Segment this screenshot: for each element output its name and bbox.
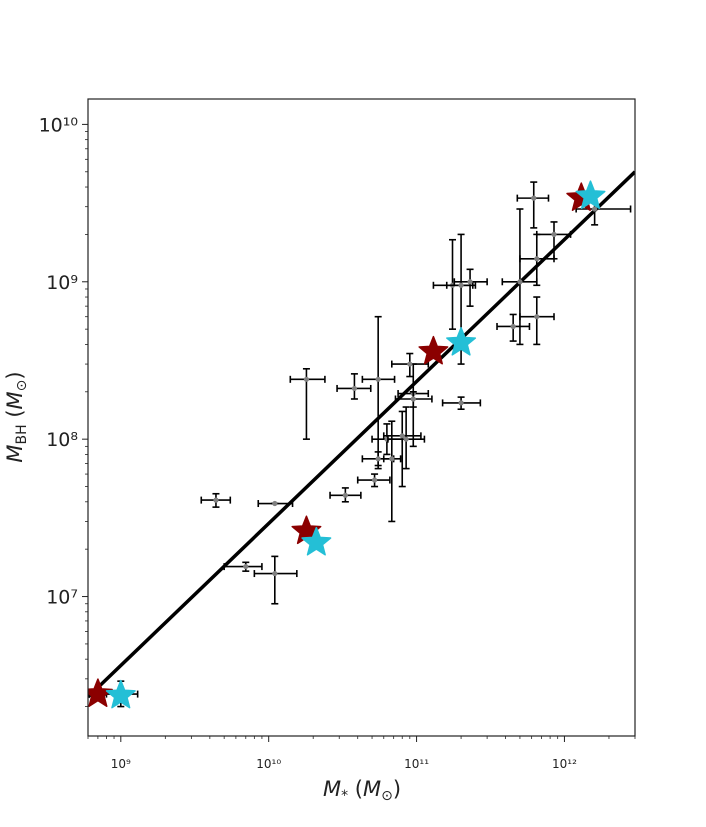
errorbar-point: [516, 181, 550, 229]
data-point: [551, 231, 557, 238]
star-marker-cyan: [301, 526, 332, 556]
errorbar-point: [223, 561, 263, 572]
data-point: [534, 256, 540, 262]
data-point: [213, 497, 219, 503]
data-point: [458, 282, 464, 288]
errorbar-point: [535, 221, 572, 260]
x-tick-label: 10¹²: [552, 757, 577, 771]
y-tick-label: 10¹⁰: [39, 114, 78, 136]
axes-layer: 10⁹ 10¹⁰ 10¹¹ 10¹² 10⁷ 10⁸ 10⁹ 10¹⁰: [39, 114, 636, 771]
y-tick-label: 10⁸: [46, 429, 78, 451]
data-point: [272, 500, 278, 507]
errorbar-point: [382, 410, 422, 488]
y-axis-label: MBH (M⊙): [3, 371, 30, 462]
data-point: [510, 323, 516, 330]
fit-line: [88, 170, 635, 699]
data-point: [272, 570, 278, 577]
y-tick-label: 10⁹: [46, 272, 78, 294]
errorbar-point: [336, 373, 372, 400]
data-point: [375, 456, 381, 462]
errorbar-point: [453, 268, 488, 307]
data-point: [375, 376, 381, 382]
fit-line-layer: [88, 170, 635, 699]
errorbar-point: [200, 492, 232, 508]
star-marker-cyan: [446, 326, 477, 356]
errorbar-point: [329, 487, 362, 503]
data-point: [517, 279, 523, 285]
y-tick-label: 10⁷: [46, 587, 78, 609]
data-point: [534, 314, 540, 320]
x-axis-label: M* (M⊙): [323, 777, 401, 804]
data-point: [342, 492, 348, 498]
data-point: [351, 385, 358, 392]
errorbar-point: [432, 238, 474, 330]
errorbar-layer: [105, 181, 632, 708]
errorbar-point: [501, 208, 538, 346]
star-marker-layer: [88, 180, 606, 709]
data-point: [371, 477, 378, 483]
errorbar-point: [361, 315, 396, 470]
errorbar-point: [394, 390, 433, 408]
data-point: [458, 400, 464, 406]
errorbar-point: [253, 555, 298, 605]
data-point: [410, 396, 416, 402]
x-tick-label: 10¹¹: [404, 757, 429, 771]
errorbar-point: [382, 420, 402, 523]
errorbar-point: [257, 500, 294, 508]
x-tick-label: 10⁹: [111, 757, 131, 771]
errorbar-point: [441, 396, 482, 411]
star-marker-red: [418, 335, 449, 365]
errorbar-point: [387, 406, 426, 470]
errorbar-point: [289, 367, 326, 440]
data-point: [403, 436, 409, 442]
data-point: [592, 206, 598, 212]
x-tick-label: 10¹⁰: [256, 757, 281, 771]
plot-frame: [87, 98, 636, 737]
data-point: [303, 376, 310, 382]
errorbar-point: [519, 296, 555, 346]
star-marker-cyan: [105, 679, 136, 709]
errorbar-point: [496, 313, 531, 342]
data-point: [531, 195, 537, 201]
data-point: [243, 563, 249, 570]
star-marker-red: [88, 678, 113, 707]
data-point: [389, 456, 395, 462]
data-point: [467, 279, 473, 285]
errorbar-point: [356, 473, 391, 488]
data-point: [407, 361, 413, 367]
data-point: [399, 433, 405, 439]
star-marker-cyan: [575, 180, 606, 210]
errorbar-point: [390, 352, 430, 378]
